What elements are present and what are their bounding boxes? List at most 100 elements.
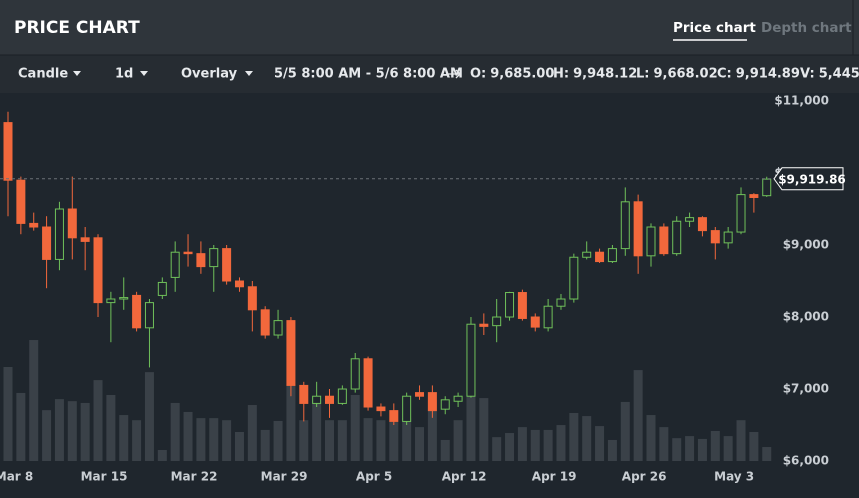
- candle-body: [620, 201, 630, 250]
- volume-bar: [672, 438, 682, 462]
- stat-label: L:: [636, 67, 649, 82]
- stat-label: O:: [470, 67, 486, 82]
- tab-price-chart[interactable]: Price chart: [673, 20, 756, 36]
- candle-body: [389, 410, 399, 422]
- volume-bar: [582, 416, 592, 462]
- stat-label: C:: [717, 67, 732, 82]
- candle-body: [427, 392, 437, 412]
- candle-body: [646, 226, 656, 257]
- stat-value: 5,445: [819, 67, 859, 82]
- volume-bar: [415, 427, 425, 462]
- volume-bar: [595, 426, 605, 462]
- volume-bar: [3, 366, 13, 462]
- volume-bar: [723, 436, 733, 462]
- volume-bar: [556, 425, 566, 462]
- candle-body: [415, 392, 425, 397]
- candle-body: [3, 122, 13, 181]
- candle-body: [607, 248, 617, 263]
- y-tick-label: $8,000: [783, 310, 829, 324]
- candle-body: [93, 237, 103, 304]
- candle-body: [569, 256, 579, 300]
- volume-bar: [209, 418, 219, 462]
- candle-body: [29, 222, 39, 228]
- time-range: 5/5 8:00 AM - 5/6 8:00 AM: [274, 67, 463, 82]
- volume-bar: [222, 420, 232, 462]
- volume-bar: [492, 437, 502, 462]
- volume-bar: [646, 415, 656, 462]
- candle-body: [530, 316, 540, 328]
- candle-body: [556, 298, 566, 307]
- candle-body: [685, 217, 695, 222]
- candle-body: [273, 320, 283, 336]
- x-tick-label: Mar 22: [171, 470, 218, 484]
- volume-bar: [685, 436, 695, 462]
- candle-body: [132, 294, 142, 329]
- stat-value: 9,948.12: [573, 67, 637, 82]
- dropdown-caret: [140, 71, 148, 76]
- y-tick-label: $11,000: [774, 94, 829, 108]
- candle-body: [659, 226, 669, 255]
- candle-body: [517, 292, 527, 319]
- series: [3, 111, 772, 462]
- volume-bar: [659, 427, 669, 462]
- price-tag: [773, 167, 844, 191]
- volume-bar: [517, 427, 527, 462]
- candle-body: [723, 231, 733, 244]
- volume-bar: [80, 402, 90, 462]
- volume-bar: [710, 430, 720, 462]
- candle-body: [466, 323, 476, 397]
- volume-bar: [402, 418, 412, 462]
- candle-body: [325, 395, 334, 404]
- candle-body: [80, 237, 90, 242]
- volume-bar: [337, 420, 347, 462]
- candle-body: [299, 384, 309, 404]
- candle-body: [505, 292, 515, 318]
- candle-body: [697, 217, 707, 232]
- y-tick-label: $7,000: [783, 382, 829, 396]
- stat-value: 9,668.02: [653, 67, 717, 82]
- tab-depth-chart[interactable]: Depth chart: [761, 20, 852, 36]
- x-tick-label: Apr 26: [622, 470, 667, 484]
- volume-bar: [273, 420, 283, 462]
- dropdown-caret: [245, 71, 253, 76]
- x-tick-label: Mar 29: [261, 470, 308, 484]
- candle-body: [286, 320, 296, 386]
- candle-body: [234, 280, 244, 288]
- volume-bar: [440, 439, 450, 462]
- plot-area: Mar 8 Mar 15 Mar 22 Mar 29 Apr 5 Apr 12 Apr 19…: [0, 94, 846, 484]
- candle-body: [595, 251, 605, 263]
- volume-bar: [427, 400, 437, 462]
- candle-body: [736, 194, 746, 233]
- candle-body: [42, 226, 52, 260]
- current-price-label: $9,919.86: [778, 172, 846, 186]
- candle-body: [183, 251, 193, 255]
- candle-body: [119, 297, 129, 300]
- volume-bar: [286, 383, 296, 462]
- candle-body: [543, 305, 553, 329]
- candle-body: [260, 309, 270, 336]
- candle-body: [710, 230, 720, 244]
- x-tick-label: Apr 19: [532, 470, 577, 484]
- volume-bar: [569, 412, 579, 462]
- volume-bar: [543, 429, 553, 462]
- candle-body: [376, 406, 386, 412]
- overlay-dropdown[interactable]: Overlay: [181, 67, 238, 82]
- y-tick-label: $6,000: [783, 454, 829, 468]
- volume-bar: [260, 429, 270, 462]
- candle-body: [440, 399, 450, 410]
- stat-label: H:: [553, 67, 569, 82]
- interval-dropdown[interactable]: 1d: [115, 67, 133, 82]
- candle-body: [633, 201, 643, 257]
- volume-bar: [29, 340, 39, 462]
- volume-bar: [607, 439, 617, 462]
- candle-body: [350, 358, 360, 390]
- volume-bar: [157, 449, 167, 462]
- candle-body: [209, 248, 219, 268]
- x-tick-label: Apr 5: [356, 470, 392, 484]
- candle-body: [196, 253, 206, 268]
- volume-bar: [762, 447, 772, 462]
- volume-bar: [16, 392, 26, 462]
- chart-type-dropdown[interactable]: Candle: [18, 67, 68, 82]
- volume-bar: [376, 420, 386, 462]
